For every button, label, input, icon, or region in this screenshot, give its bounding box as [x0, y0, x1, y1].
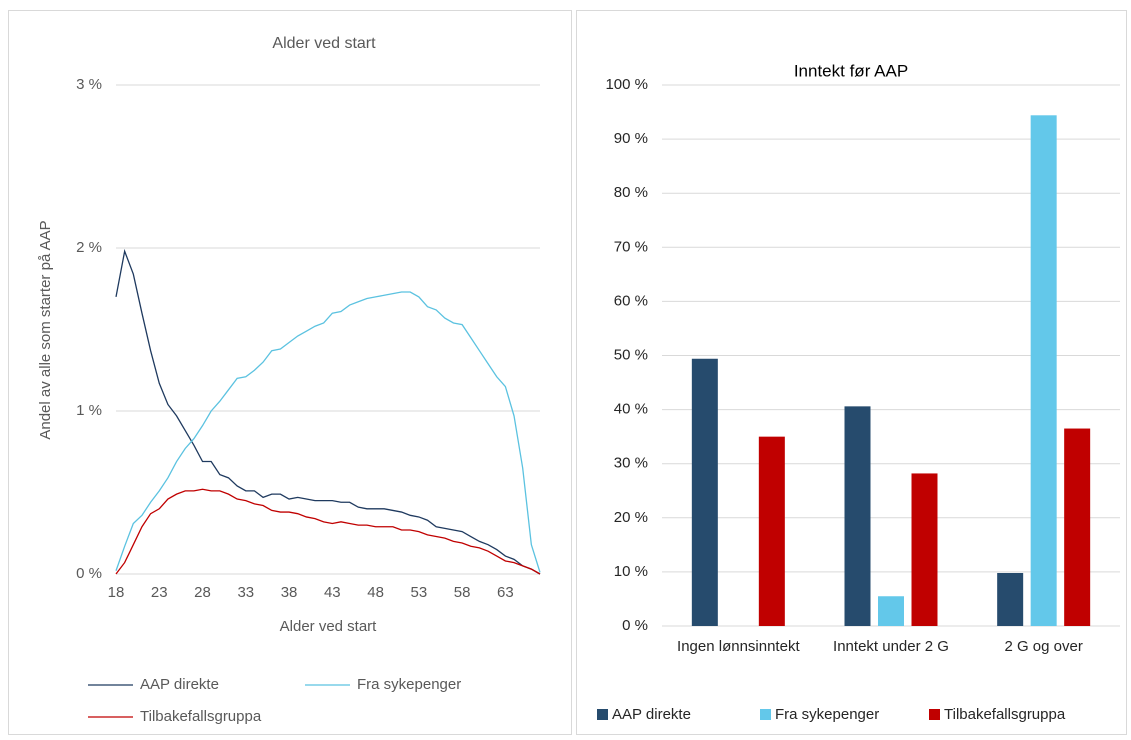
x-tick-label: 28	[194, 584, 211, 601]
y-tick-label: 20 %	[614, 509, 648, 526]
legend-swatch	[760, 709, 771, 720]
line	[115, 488, 541, 575]
panel	[8, 10, 572, 735]
bar	[758, 436, 785, 626]
x-tick-label: 2 G og over	[1004, 638, 1083, 655]
line	[115, 248, 541, 575]
y-tick-label: 60 %	[614, 292, 648, 309]
x-tick-label: 58	[454, 584, 471, 601]
chart-title: Alder ved start	[272, 35, 376, 52]
y-axis-title: Andel av alle som starter på AAP	[37, 220, 54, 439]
y-tick-label: 0 %	[622, 617, 648, 634]
bar	[691, 358, 718, 626]
y-tick-label: 0 %	[76, 565, 102, 582]
legend-swatch	[929, 709, 940, 720]
x-tick-label: 43	[324, 584, 341, 601]
y-tick-label: 40 %	[614, 401, 648, 418]
y-tick-label: 2 %	[76, 239, 102, 256]
x-tick-label: 38	[281, 584, 298, 601]
legend-label: AAP direkte	[140, 676, 219, 693]
x-tick-label: 33	[237, 584, 254, 601]
y-tick-label: 1 %	[76, 402, 102, 419]
x-tick-label: 53	[411, 584, 428, 601]
y-tick-label: 90 %	[614, 130, 648, 147]
legend-label: Fra sykepenger	[775, 706, 879, 723]
bar	[1064, 428, 1091, 626]
x-tick-label: 23	[151, 584, 168, 601]
line	[115, 291, 541, 573]
x-tick-label: 63	[497, 584, 514, 601]
y-tick-label: 100 %	[605, 76, 648, 93]
y-tick-label: 10 %	[614, 563, 648, 580]
legend-label: AAP direkte	[612, 706, 691, 723]
y-tick-label: 30 %	[614, 455, 648, 472]
panel	[576, 10, 1127, 735]
legend-label: Tilbakefallsgruppa	[140, 708, 262, 725]
legend-swatch	[597, 709, 608, 720]
bar	[911, 473, 938, 626]
y-tick-label: 80 %	[614, 184, 648, 201]
bar	[997, 572, 1024, 626]
bar	[1030, 115, 1057, 627]
y-tick-label: 3 %	[76, 76, 102, 93]
x-tick-label: 48	[367, 584, 384, 601]
x-axis-title: Alder ved start	[280, 618, 378, 635]
x-tick-label: Inntekt under 2 G	[833, 638, 949, 655]
legend-label: Fra sykepenger	[357, 676, 461, 693]
y-tick-label: 70 %	[614, 238, 648, 255]
y-tick-label: 50 %	[614, 346, 648, 363]
x-tick-label: 18	[108, 584, 125, 601]
legend-label: Tilbakefallsgruppa	[944, 706, 1066, 723]
x-tick-label: Ingen lønnsinntekt	[677, 638, 800, 655]
chart-title: Inntekt før AAP	[794, 61, 908, 80]
bar	[878, 596, 904, 626]
bar	[844, 406, 871, 626]
